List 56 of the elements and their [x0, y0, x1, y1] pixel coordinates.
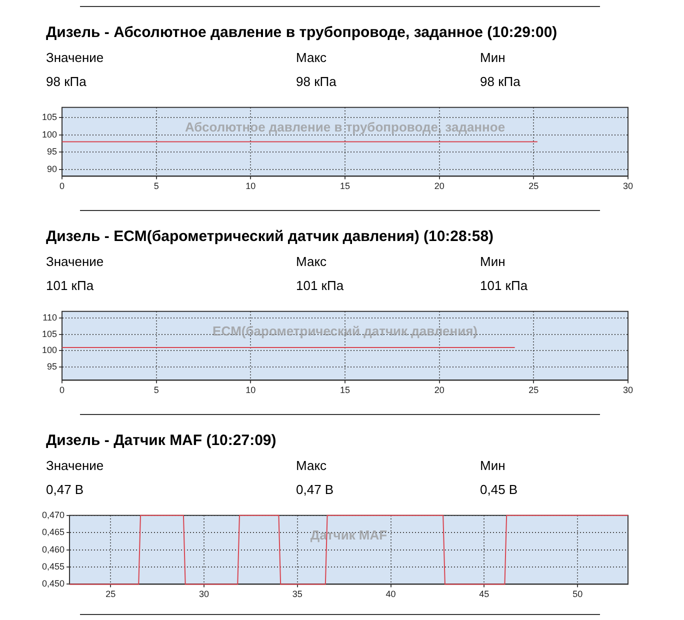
y-tick-label: 110	[42, 312, 58, 322]
text: 0,47 В	[296, 482, 334, 497]
text: Мин	[480, 458, 506, 473]
y-tick-label: 100	[42, 129, 58, 140]
x-tick-label: 25	[106, 589, 116, 600]
x-tick-label: 10	[246, 385, 256, 396]
y-tick-label: 105	[42, 328, 58, 339]
y-tick-label: 100	[42, 345, 58, 356]
text: Макс	[296, 50, 327, 65]
text: 101 кПа	[480, 278, 528, 293]
x-tick-label: 30	[622, 385, 634, 396]
text: Макс	[296, 254, 327, 269]
x-tick-label: 5	[154, 181, 159, 192]
text: 101 кПа	[296, 278, 344, 293]
x-tick-label: 25	[528, 385, 539, 396]
x-tick-label: 20	[434, 181, 444, 192]
chart-title: Дизель - Абсолютное давление в трубопроводе, заданное (10:29:00)	[46, 24, 558, 41]
annotation: Абсолютное давление в трубопроводе, заданное	[184, 120, 506, 135]
text: 98 кПа	[296, 74, 336, 89]
x-tick-label: 45	[479, 589, 490, 600]
text: 98 кПа	[46, 74, 86, 89]
text: Значение	[46, 254, 104, 269]
y-tick-label: 0,470	[42, 510, 65, 520]
chart-title: Дизель - ECM(барометрический датчик давления) (10:28:58)	[46, 228, 494, 245]
x-tick-label: 20	[434, 385, 444, 396]
x-tick-label: 40	[386, 589, 396, 600]
y-tick-label: 0,450	[42, 578, 65, 589]
annotation: ECM(барометрический датчик давления)	[212, 324, 478, 339]
text: Значение	[46, 50, 104, 65]
text: 98 кПа	[480, 74, 520, 89]
x-tick-label: 15	[340, 181, 350, 192]
x-tick-label: 35	[292, 589, 302, 600]
x-tick-label: 15	[340, 385, 350, 396]
y-tick-label: 0,460	[42, 544, 65, 554]
y-tick-label: 90	[47, 164, 58, 174]
text: 0,45 В	[480, 482, 518, 497]
y-tick-label: 0,465	[42, 527, 65, 538]
text: Мин	[480, 50, 506, 65]
text: Макс	[296, 458, 327, 473]
y-tick-label: 95	[47, 362, 58, 372]
text: 0,47 В	[46, 482, 84, 497]
x-tick-label: 5	[154, 385, 159, 396]
x-tick-label: 0	[60, 385, 65, 396]
x-tick-label: 30	[198, 589, 210, 600]
x-tick-label: 25	[528, 181, 539, 192]
x-tick-label: 50	[572, 589, 583, 600]
text: Мин	[480, 254, 506, 269]
x-tick-label: 0	[60, 181, 65, 192]
x-tick-label: 10	[246, 181, 256, 192]
y-tick-label: 0,455	[42, 561, 65, 572]
x-tick-label: 30	[622, 181, 634, 192]
text: Значение	[46, 458, 104, 473]
text: 101 кПа	[46, 278, 94, 293]
y-tick-label: 105	[42, 112, 58, 122]
y-tick-label: 95	[47, 146, 58, 157]
chart-title: Дизель - Датчик MAF (10:27:09)	[46, 432, 276, 449]
